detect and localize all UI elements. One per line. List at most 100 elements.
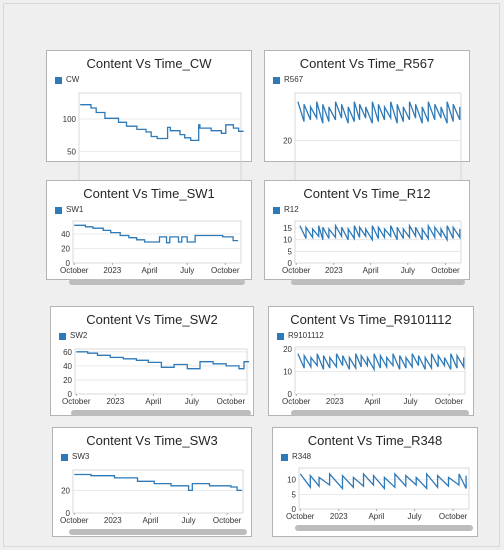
series-line	[74, 224, 239, 244]
y-tick-label: 50	[67, 148, 76, 157]
y-tick-label: 10	[283, 368, 292, 377]
plot-area	[72, 220, 242, 264]
x-tick-label: October	[62, 397, 91, 406]
legend-swatch	[59, 333, 66, 340]
horizontal-scrollbar[interactable]	[69, 529, 247, 535]
y-tick-label: 0	[66, 259, 71, 268]
series-line	[299, 472, 467, 491]
chart-title: Content Vs Time_R9101112	[290, 312, 452, 327]
plot-area	[294, 346, 466, 395]
x-tick-label: October	[211, 266, 240, 275]
x-tick-label: October	[286, 512, 315, 521]
x-tick-label: 2023	[103, 266, 121, 275]
y-tick-label: 20	[283, 345, 292, 354]
plot-area	[298, 467, 470, 510]
legend-swatch	[61, 454, 68, 461]
legend-swatch	[281, 454, 288, 461]
legend-label: SW1	[66, 205, 84, 214]
legend-label: R12	[284, 205, 299, 214]
chart-title: Content Vs Time_R12	[303, 186, 431, 201]
x-tick-label: April	[368, 512, 384, 521]
x-tick-label: October	[213, 516, 242, 525]
plot-area	[74, 348, 248, 395]
x-tick-label: October	[217, 397, 246, 406]
x-tick-label: October	[282, 266, 311, 275]
x-tick-label: October	[282, 397, 311, 406]
chart-card: Content Vs Time_SW3 SW3 0 20 October 2023 Apri…	[52, 427, 252, 537]
x-tick-label: July	[401, 266, 415, 275]
x-tick-label: April	[364, 397, 380, 406]
horizontal-scrollbar[interactable]	[291, 410, 469, 416]
chart-card: Content Vs Time_R12 R12 0 5 10 15 October 2023 A…	[264, 180, 470, 285]
y-tick-label: 15	[283, 224, 292, 233]
chart-card: Content Vs Time_R9101112 R9101112 0 10 20 Oct…	[268, 306, 474, 416]
line-chart: 050100October2023AprilJulyOctober	[63, 92, 244, 196]
chart-card: Content Vs Time_SW2 SW2 0 20 40 60 October 2023…	[50, 306, 254, 416]
y-tick-label: 40	[61, 230, 70, 239]
x-tick-label: 2023	[104, 516, 122, 525]
legend-label: R348	[292, 452, 312, 461]
chart-title: Content Vs Time_SW2	[86, 312, 218, 327]
x-tick-label: April	[142, 266, 158, 275]
line-chart: 0 20 40 60 October 2023 April July October	[62, 348, 249, 406]
series-line	[80, 104, 244, 142]
legend-swatch	[277, 333, 284, 340]
legend-swatch	[273, 77, 280, 84]
horizontal-scrollbar[interactable]	[71, 410, 251, 416]
legend-label: R567	[284, 75, 304, 84]
chart-card: Content Vs Time_R348 R348 0 5 10 October 2023 A…	[272, 427, 478, 537]
chart-title: Content Vs Time_SW3	[86, 433, 218, 448]
series-line	[299, 223, 461, 243]
series-line	[74, 473, 243, 492]
horizontal-scrollbar[interactable]	[69, 279, 245, 285]
legend-label: R9101112	[288, 331, 324, 340]
plot-area	[72, 469, 244, 514]
chart-card: Content Vs Time_SW1 SW1 0 20 40 October 2023 Ap…	[46, 180, 252, 285]
legend-swatch	[55, 207, 62, 214]
x-tick-label: October	[439, 512, 468, 521]
plot-area	[294, 220, 462, 264]
x-tick-label: April	[142, 516, 158, 525]
y-tick-label: 0	[68, 390, 73, 399]
y-tick-label: 0	[66, 509, 71, 518]
line-chart: 0 10 20 October 2023 April July October	[282, 345, 466, 406]
y-tick-label: 10	[283, 236, 292, 245]
line-chart: 0 20 40 October 2023 April July October	[60, 220, 242, 275]
horizontal-scrollbar[interactable]	[295, 525, 473, 531]
chart-card: Content Vs Time_R567 R567 020October2023Ap…	[264, 50, 470, 206]
x-tick-label: April	[145, 397, 161, 406]
x-tick-label: October	[435, 397, 464, 406]
x-tick-label: October	[60, 516, 89, 525]
chart-title: Content Vs Time_CW	[86, 56, 212, 71]
x-tick-label: July	[407, 512, 421, 521]
y-tick-label: 60	[63, 348, 72, 357]
y-tick-label: 40	[63, 362, 72, 371]
series-line	[297, 353, 465, 372]
x-tick-label: October	[431, 266, 460, 275]
y-tick-label: 0	[288, 259, 293, 268]
legend-swatch	[273, 207, 280, 214]
x-tick-label: July	[180, 266, 194, 275]
horizontal-scrollbar[interactable]	[291, 279, 465, 285]
chart-title: Content Vs Time_R567	[299, 56, 435, 71]
x-tick-label: 2023	[326, 397, 344, 406]
y-tick-label: 20	[283, 137, 292, 146]
y-tick-label: 20	[61, 245, 70, 254]
y-tick-label: 10	[287, 476, 296, 485]
legend-label: SW3	[72, 452, 90, 461]
x-tick-label: October	[60, 266, 89, 275]
y-tick-label: 5	[292, 490, 297, 499]
y-tick-label: 5	[288, 247, 293, 256]
legend-swatch	[55, 77, 62, 84]
x-tick-label: July	[185, 397, 199, 406]
x-tick-label: April	[363, 266, 379, 275]
y-tick-label: 20	[63, 376, 72, 385]
x-tick-label: July	[403, 397, 417, 406]
dashboard-frame	[3, 3, 500, 547]
legend-label: CW	[66, 75, 80, 84]
x-tick-label: 2023	[106, 397, 124, 406]
line-chart: 0 5 10 15 October 2023 April July October	[282, 220, 462, 275]
legend-label: SW2	[70, 331, 88, 340]
